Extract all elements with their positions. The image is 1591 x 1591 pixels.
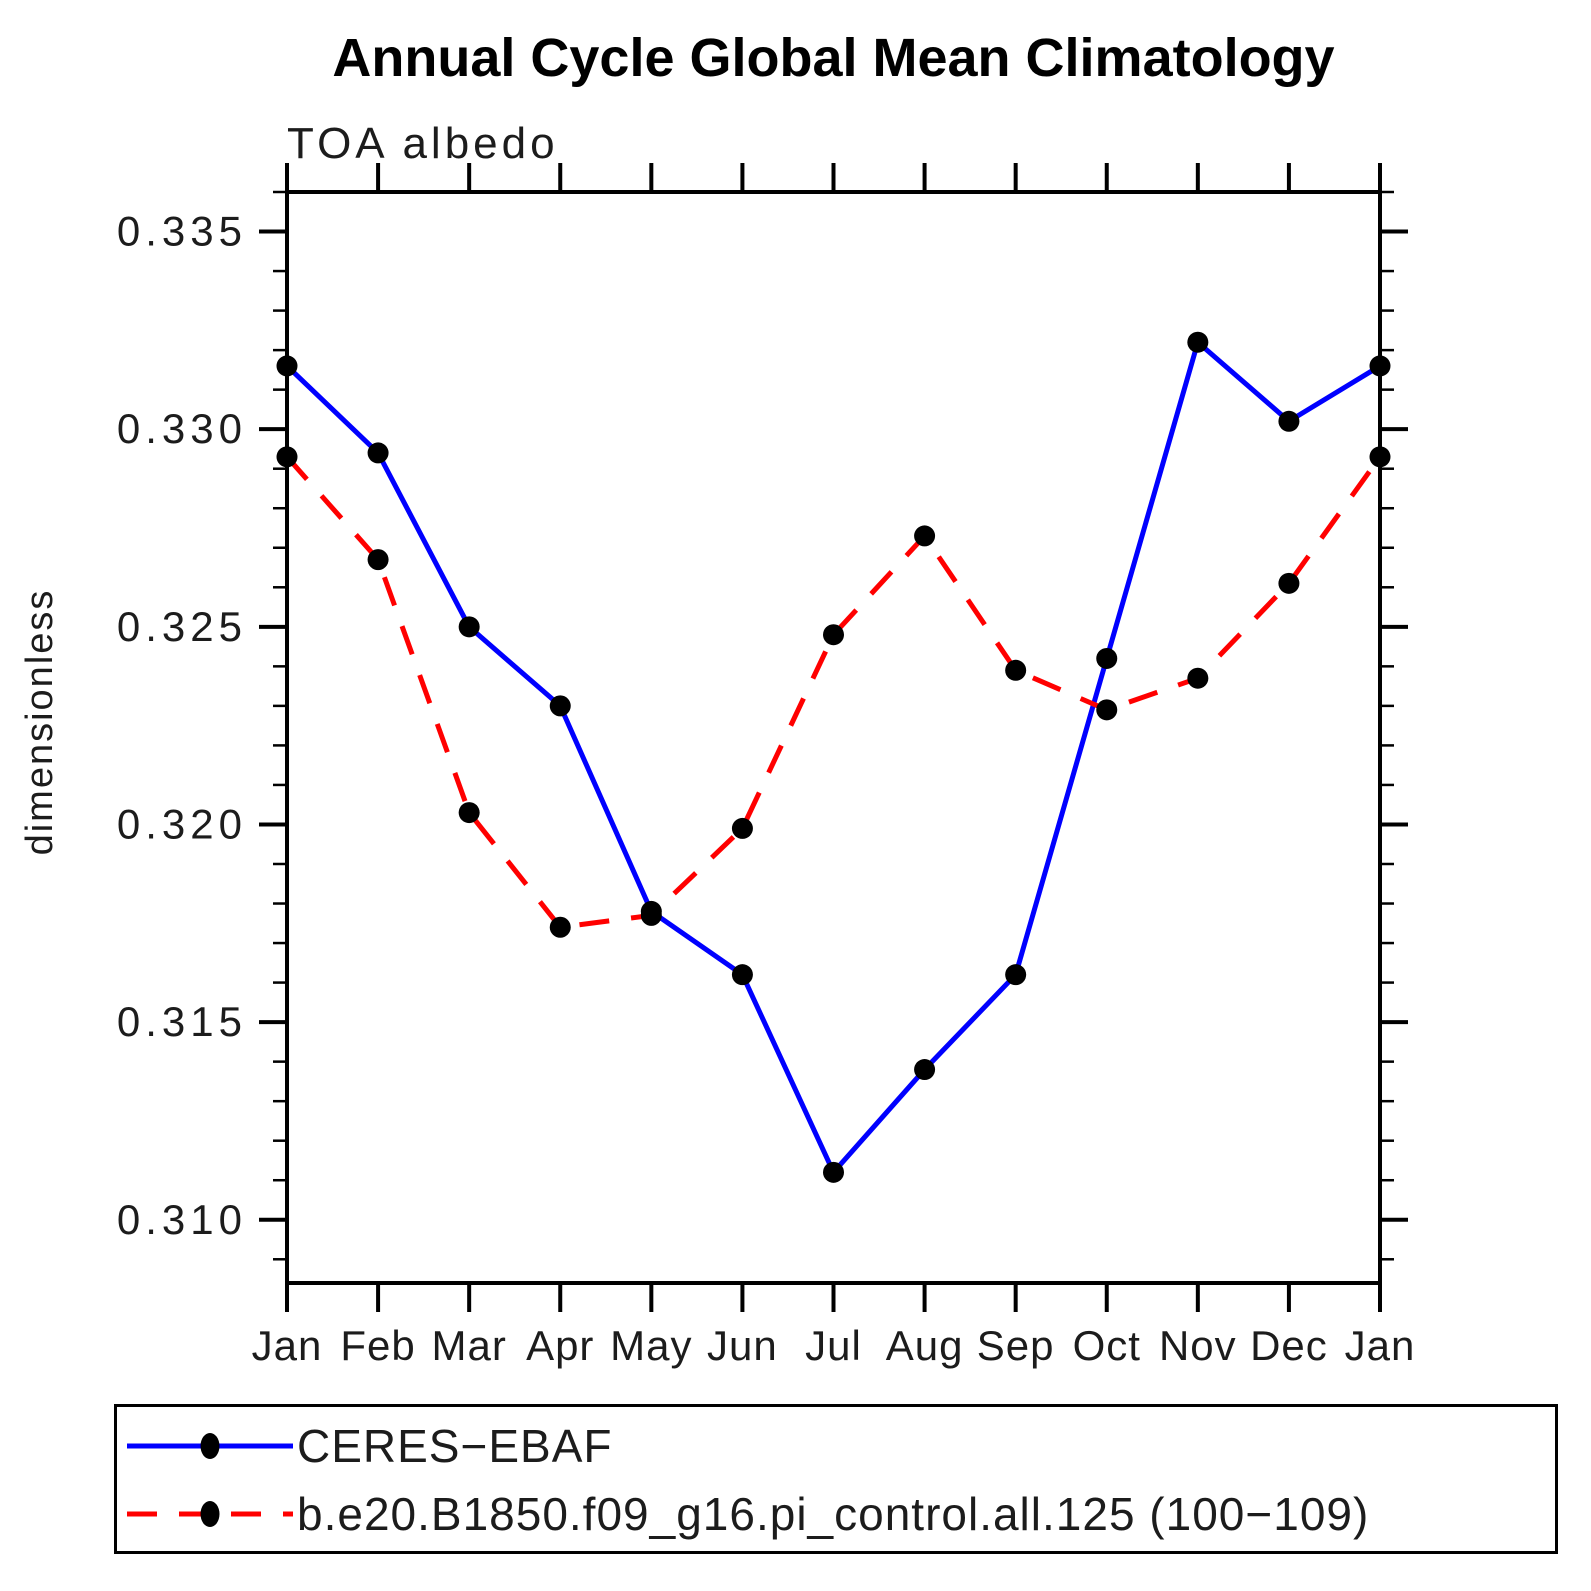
legend-swatch-ceres (127, 1433, 293, 1459)
y-axis-tick-label: 0.310 (117, 1196, 247, 1243)
legend-marker-icon (200, 1501, 220, 1527)
y-axis-tick-label: 0.325 (117, 603, 247, 650)
legend-item-model: b.e20.B1850.f09_g16.pi_control.all.125 (… (125, 1483, 1369, 1545)
data-point-marker (1278, 572, 1300, 594)
data-point-marker (914, 1059, 936, 1081)
month-label: Jul (805, 1322, 862, 1369)
data-point-marker (1369, 446, 1391, 468)
data-point-marker (276, 446, 298, 468)
y-axis-tick-label: 0.320 (117, 800, 247, 847)
data-point-marker (823, 1161, 844, 1183)
data-point-marker (458, 616, 480, 638)
series-line-1 (285, 455, 1383, 930)
y-axis-title: dimensionless (19, 589, 61, 856)
data-point-marker (1187, 667, 1209, 689)
legend-item-ceres: CERES−EBAF (125, 1415, 613, 1477)
month-label: May (610, 1322, 692, 1369)
month-label: Aug (886, 1322, 964, 1369)
data-point-marker (549, 695, 571, 717)
data-point-marker (1187, 331, 1209, 353)
legend-label-ceres: CERES−EBAF (297, 1420, 613, 1472)
y-axis-tick-label: 0.335 (117, 208, 247, 255)
month-label: Jan (252, 1322, 323, 1369)
legend-label-model: b.e20.B1850.f09_g16.pi_control.all.125 (… (297, 1488, 1370, 1540)
data-point-marker (1005, 964, 1027, 986)
y-axis-tick-label: 0.330 (117, 405, 247, 452)
y-axis-tick-label: 0.315 (117, 998, 247, 1045)
month-label: Jun (707, 1322, 778, 1369)
data-point-marker (1005, 659, 1027, 681)
legend-marker-icon (200, 1433, 220, 1459)
data-point-marker (640, 904, 662, 926)
data-point-marker (823, 624, 844, 646)
legend-swatch-model (127, 1501, 293, 1527)
data-point-marker (731, 964, 753, 986)
data-point-marker (367, 549, 389, 571)
data-point-marker (1369, 355, 1391, 377)
legend-box: CERES−EBAF b.e20.B1850.f09_g16.pi_contro… (114, 1404, 1558, 1554)
chart-title: Annual Cycle Global Mean Climatology (332, 28, 1334, 88)
data-point-marker (914, 525, 936, 547)
month-label: Nov (1159, 1322, 1237, 1369)
data-point-marker (549, 916, 571, 938)
data-point-marker (1278, 410, 1300, 432)
month-label: Mar (431, 1322, 506, 1369)
series-line-0 (285, 339, 1382, 1175)
month-label: Apr (526, 1322, 594, 1369)
data-point-marker (458, 802, 480, 824)
month-label: Dec (1250, 1322, 1328, 1369)
month-label: Sep (977, 1322, 1055, 1369)
data-point-marker (367, 442, 389, 464)
data-point-marker (276, 355, 298, 377)
data-point-marker (1096, 647, 1118, 669)
data-point-marker (731, 817, 753, 839)
chart-subtitle: TOA albedo (287, 119, 559, 168)
month-label: Feb (340, 1322, 415, 1369)
data-point-marker (1096, 699, 1118, 721)
month-label: Oct (1073, 1322, 1141, 1369)
month-label: Jan (1345, 1322, 1416, 1369)
plot-frame (285, 190, 1382, 1285)
